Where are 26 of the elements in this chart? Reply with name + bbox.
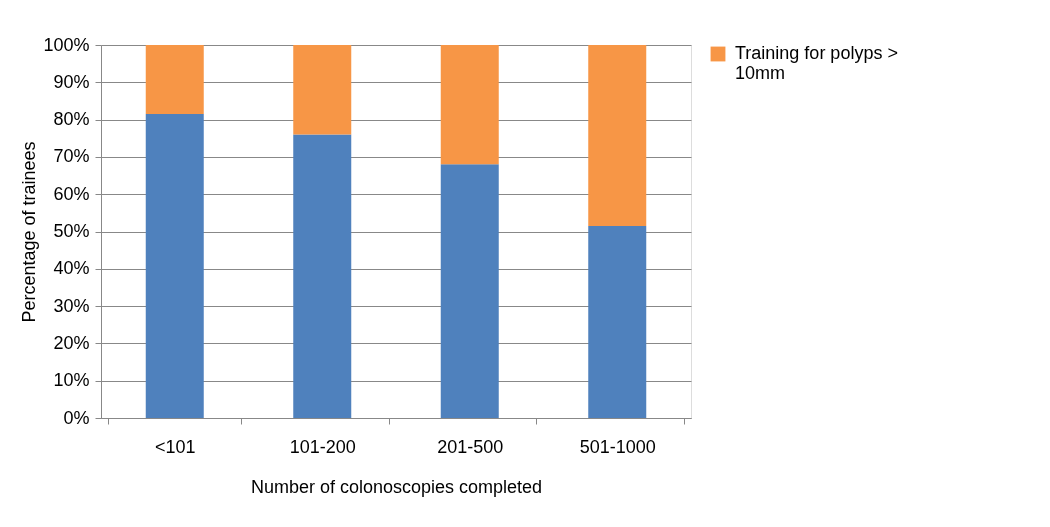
- x-tick-label: 501-1000: [579, 436, 656, 457]
- bar: [588, 45, 647, 226]
- x-tick-label: 101-200: [289, 436, 356, 457]
- bar: [145, 114, 204, 418]
- bar: [588, 225, 647, 418]
- y-tick-label: 30%: [53, 295, 90, 316]
- y-tick-label: 20%: [53, 332, 90, 353]
- legend-label: Training for polyps > 10mm: [735, 43, 898, 83]
- y-axis-title: Percentage of trainees: [19, 141, 40, 323]
- y-tick-label: 40%: [53, 258, 90, 279]
- y-tick-label: 70%: [53, 146, 90, 167]
- x-tick-label: <101: [154, 436, 196, 457]
- y-tick-label: 100%: [43, 34, 90, 55]
- y-tick-label: 90%: [53, 71, 90, 92]
- y-tick-label: 50%: [53, 221, 90, 241]
- y-tick-label: 0%: [63, 407, 90, 428]
- y-tick-label: 60%: [53, 183, 90, 204]
- x-axis-title: Number of colonoscopies completed: [250, 476, 543, 497]
- y-tick-label: 80%: [53, 109, 90, 130]
- x-tick-label: 201-500: [437, 436, 504, 457]
- bar: [440, 45, 499, 165]
- bar: [440, 164, 499, 418]
- bar: [293, 45, 352, 135]
- y-tick-label: 10%: [53, 370, 90, 391]
- bar: [145, 45, 204, 115]
- bar: [293, 134, 352, 418]
